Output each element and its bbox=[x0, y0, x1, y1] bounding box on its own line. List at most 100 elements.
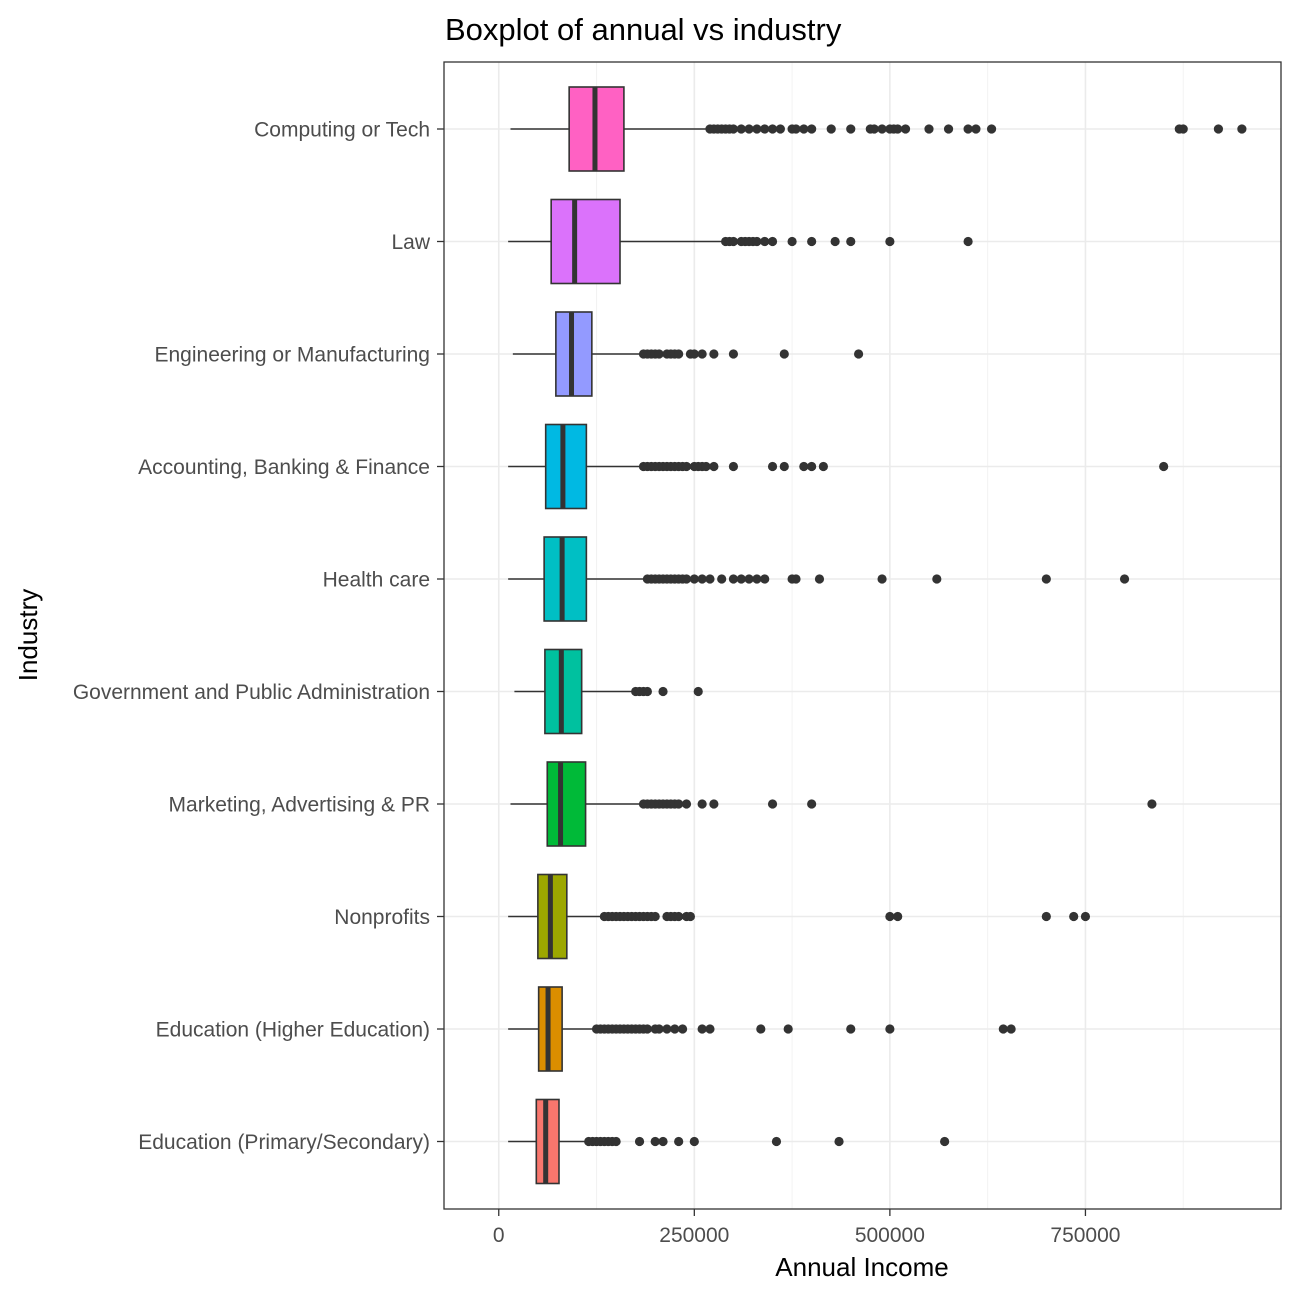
outlier-point bbox=[893, 911, 903, 922]
outlier-point bbox=[814, 574, 825, 584]
outlier-point bbox=[1147, 799, 1157, 809]
outlier-point bbox=[1159, 461, 1169, 472]
outlier-point bbox=[1080, 911, 1091, 922]
plot-panel-border bbox=[443, 61, 1282, 1210]
outlier-point bbox=[943, 124, 954, 134]
outlier-point bbox=[971, 124, 981, 134]
outlier-point bbox=[807, 124, 817, 134]
y-tick-label: Education (Primary/Secondary) bbox=[138, 1131, 430, 1154]
outlier-point bbox=[728, 236, 739, 247]
outlier-point bbox=[677, 1024, 688, 1034]
outlier-point bbox=[830, 236, 840, 247]
outlier-point bbox=[697, 574, 707, 584]
outlier-point bbox=[853, 349, 864, 359]
outlier-point bbox=[693, 686, 703, 697]
outlier-point bbox=[846, 1024, 856, 1034]
x-axis-title: Annual Income bbox=[775, 1252, 948, 1282]
outlier-point bbox=[1213, 124, 1224, 134]
outlier-point bbox=[752, 236, 762, 247]
outlier-point bbox=[1041, 911, 1051, 922]
outlier-point bbox=[799, 461, 809, 472]
outlier-point bbox=[689, 349, 699, 359]
outlier-point bbox=[674, 799, 684, 809]
outlier-point bbox=[779, 349, 789, 359]
outlier-point bbox=[650, 911, 660, 922]
outlier-point bbox=[681, 574, 692, 584]
x-tick-label: 500000 bbox=[855, 1224, 925, 1247]
outlier-point bbox=[869, 124, 879, 134]
outlier-point bbox=[791, 124, 801, 134]
outlier-point bbox=[685, 911, 696, 922]
x-tick-label: 750000 bbox=[1050, 1224, 1120, 1247]
outlier-point bbox=[885, 236, 895, 247]
box bbox=[544, 423, 588, 510]
y-tick-label: Marketing, Advertising & PR bbox=[169, 794, 430, 817]
y-tick-label: Nonprofits bbox=[334, 906, 430, 929]
outlier-point bbox=[658, 1136, 668, 1147]
y-tick-label: Government and Public Administration bbox=[73, 681, 430, 704]
x-tick-label: 0 bbox=[493, 1224, 505, 1247]
box bbox=[546, 761, 587, 847]
outlier-point bbox=[697, 1024, 707, 1034]
outlier-point bbox=[877, 124, 887, 134]
outlier-point bbox=[963, 124, 973, 134]
outlier-point bbox=[783, 1024, 793, 1034]
outlier-point bbox=[736, 574, 746, 584]
outlier-point bbox=[650, 1136, 660, 1147]
outlier-point bbox=[705, 574, 715, 584]
outlier-point bbox=[963, 236, 973, 247]
outlier-point bbox=[728, 124, 739, 134]
outlier-point bbox=[701, 461, 711, 472]
outlier-point bbox=[1119, 574, 1130, 584]
outlier-point bbox=[717, 574, 727, 584]
y-tick-label: Computing or Tech bbox=[254, 119, 430, 142]
box bbox=[550, 198, 621, 285]
outlier-point bbox=[760, 236, 770, 247]
outlier-point bbox=[697, 349, 707, 359]
outlier-point bbox=[642, 1024, 652, 1034]
outlier-point bbox=[940, 1136, 950, 1147]
outlier-point bbox=[654, 349, 664, 359]
outlier-point bbox=[924, 124, 934, 134]
x-tick-label: 250000 bbox=[659, 1224, 729, 1247]
outlier-point bbox=[787, 236, 797, 247]
outlier-point bbox=[1006, 1024, 1016, 1034]
outlier-point bbox=[752, 574, 762, 584]
outlier-point bbox=[662, 1024, 672, 1034]
outlier-point bbox=[728, 461, 739, 472]
outlier-point bbox=[709, 349, 719, 359]
outlier-point bbox=[709, 461, 719, 472]
outlier-point bbox=[756, 1024, 766, 1034]
outlier-point bbox=[681, 461, 692, 472]
outlier-point bbox=[744, 574, 754, 584]
outlier-point bbox=[885, 1024, 895, 1034]
outlier-point bbox=[654, 1024, 664, 1034]
outlier-point bbox=[767, 124, 778, 134]
outlier-point bbox=[807, 236, 817, 247]
outlier-point bbox=[807, 461, 817, 472]
y-tick-label: Health care bbox=[323, 569, 430, 592]
outlier-point bbox=[658, 686, 668, 697]
outlier-point bbox=[744, 124, 754, 134]
outlier-point bbox=[709, 799, 719, 809]
outlier-point bbox=[986, 124, 997, 134]
boxes bbox=[508, 86, 722, 1185]
outlier-point bbox=[877, 574, 887, 584]
y-tick-label: Law bbox=[391, 231, 430, 254]
outlier-point bbox=[634, 1136, 645, 1147]
outlier-point bbox=[998, 1024, 1008, 1034]
outlier-point bbox=[760, 574, 770, 584]
outlier-point bbox=[900, 124, 911, 134]
outlier-point bbox=[767, 236, 778, 247]
box bbox=[543, 536, 588, 622]
y-tick-label: Education (Higher Education) bbox=[156, 1019, 430, 1042]
outlier-point bbox=[736, 124, 746, 134]
outlier-point bbox=[674, 349, 684, 359]
outlier-points bbox=[584, 124, 1247, 1147]
outlier-point bbox=[893, 124, 903, 134]
outlier-point bbox=[670, 1024, 680, 1034]
outlier-point bbox=[807, 799, 817, 809]
outlier-point bbox=[689, 1136, 699, 1147]
outlier-point bbox=[681, 799, 692, 809]
